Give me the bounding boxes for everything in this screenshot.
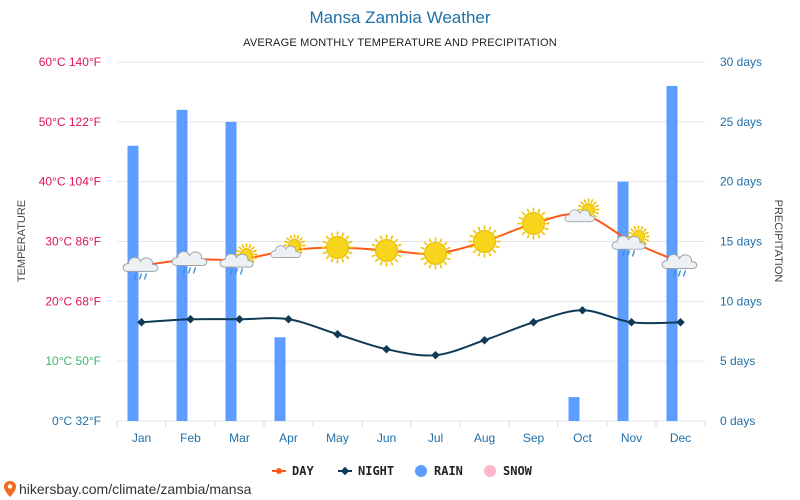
left-tick-label: 40°C 104°F <box>39 175 101 189</box>
cloud-sun-icon <box>564 198 600 223</box>
rain-bar <box>274 337 286 421</box>
legend-label: NIGHT <box>358 464 394 478</box>
cloud-rain-icon <box>122 257 159 280</box>
night-series <box>137 306 685 360</box>
sun-icon <box>468 225 501 258</box>
cloud-sun-rain-icon <box>611 225 650 257</box>
legend-label: SNOW <box>503 464 533 478</box>
legend-item-snow[interactable]: SNOW <box>484 464 533 478</box>
right-tick-label: 15 days <box>720 235 762 249</box>
rain-bars <box>127 85 678 421</box>
legend: DAY NIGHT RAIN SNOW <box>272 464 533 478</box>
night-point <box>676 318 685 327</box>
source-text: hikersbay.com/climate/zambia/mansa <box>19 481 252 497</box>
chart-subtitle: AVERAGE MONTHLY TEMPERATURE AND PRECIPIT… <box>243 37 557 49</box>
day-series <box>141 212 681 267</box>
cloud-sun-rain-icon <box>219 243 258 275</box>
x-tick-label: Aug <box>474 431 495 445</box>
left-tick-label: 0°C 32°F <box>52 414 101 428</box>
night-point <box>235 315 244 324</box>
legend-item-day[interactable]: DAY <box>272 464 314 478</box>
x-tick-label: Nov <box>621 431 642 445</box>
cloud-sun-icon <box>270 234 306 259</box>
sun-icon <box>419 237 452 270</box>
grid-lines <box>116 61 706 427</box>
night-point <box>529 318 538 327</box>
rain-bar <box>617 181 629 421</box>
weather-icons <box>122 198 698 280</box>
left-axis-ticks: 0°C 32°F 10°C 50°F 20°C 68°F 30°C 86°F 40°C … <box>39 55 101 428</box>
right-axis-ticks: 0 days 5 days 10 days 15 days 20 days 25 days… <box>720 55 762 428</box>
left-tick-label: 20°C 68°F <box>45 294 101 308</box>
left-tick-label: 10°C 50°F <box>45 354 101 368</box>
right-axis-title: PRECIPITATION <box>772 200 784 283</box>
x-tick-label: Dec <box>670 431 691 445</box>
x-tick-label: Jul <box>428 431 443 445</box>
right-tick-label: 20 days <box>720 175 762 189</box>
legend-label: DAY <box>292 464 314 478</box>
right-tick-label: 0 days <box>720 414 755 428</box>
night-point <box>382 344 391 354</box>
cloud-rain-icon <box>171 251 208 274</box>
x-tick-label: Oct <box>573 431 592 445</box>
x-axis-ticks: Jan Feb Mar Apr May Jun Jul Aug Sep Oct Nov Dec <box>132 431 691 445</box>
source-link[interactable]: hikersbay.com/climate/zambia/mansa <box>4 481 252 497</box>
location-pin-icon <box>4 481 16 497</box>
right-tick-label: 25 days <box>720 115 762 129</box>
night-point <box>186 315 195 324</box>
rain-bar <box>568 397 580 421</box>
legend-item-night[interactable]: NIGHT <box>338 464 394 478</box>
sun-icon <box>517 207 550 240</box>
left-tick-label: 30°C 86°F <box>45 235 101 249</box>
left-axis-title: TEMPERATURE <box>16 200 28 282</box>
day-line <box>141 212 681 267</box>
chart-title: Mansa Zambia Weather <box>309 8 490 27</box>
x-tick-label: Apr <box>279 431 298 445</box>
night-point <box>333 329 342 339</box>
legend-label: RAIN <box>434 464 463 478</box>
x-tick-label: Jan <box>132 431 151 445</box>
rain-bar <box>666 85 678 421</box>
night-point <box>627 318 636 327</box>
x-tick-label: Sep <box>523 431 545 445</box>
left-tick-label: 50°C 122°F <box>39 115 101 129</box>
x-tick-label: Jun <box>377 431 396 445</box>
right-tick-label: 10 days <box>720 294 762 308</box>
sun-icon <box>370 234 403 267</box>
legend-item-rain[interactable]: RAIN <box>415 464 463 478</box>
rain-bar <box>127 145 139 421</box>
night-point <box>480 335 489 345</box>
night-point <box>284 315 293 324</box>
left-tick-label: 60°C 140°F <box>39 55 101 69</box>
x-tick-label: May <box>326 431 349 445</box>
night-point <box>137 318 146 327</box>
night-point <box>578 306 587 315</box>
right-tick-label: 5 days <box>720 354 755 368</box>
x-tick-label: Feb <box>180 431 201 445</box>
night-line <box>141 309 681 357</box>
right-tick-label: 30 days <box>720 55 762 69</box>
cloud-rain-icon <box>661 254 698 277</box>
sun-icon <box>321 231 354 264</box>
x-tick-label: Mar <box>229 431 250 445</box>
night-point <box>431 350 440 360</box>
